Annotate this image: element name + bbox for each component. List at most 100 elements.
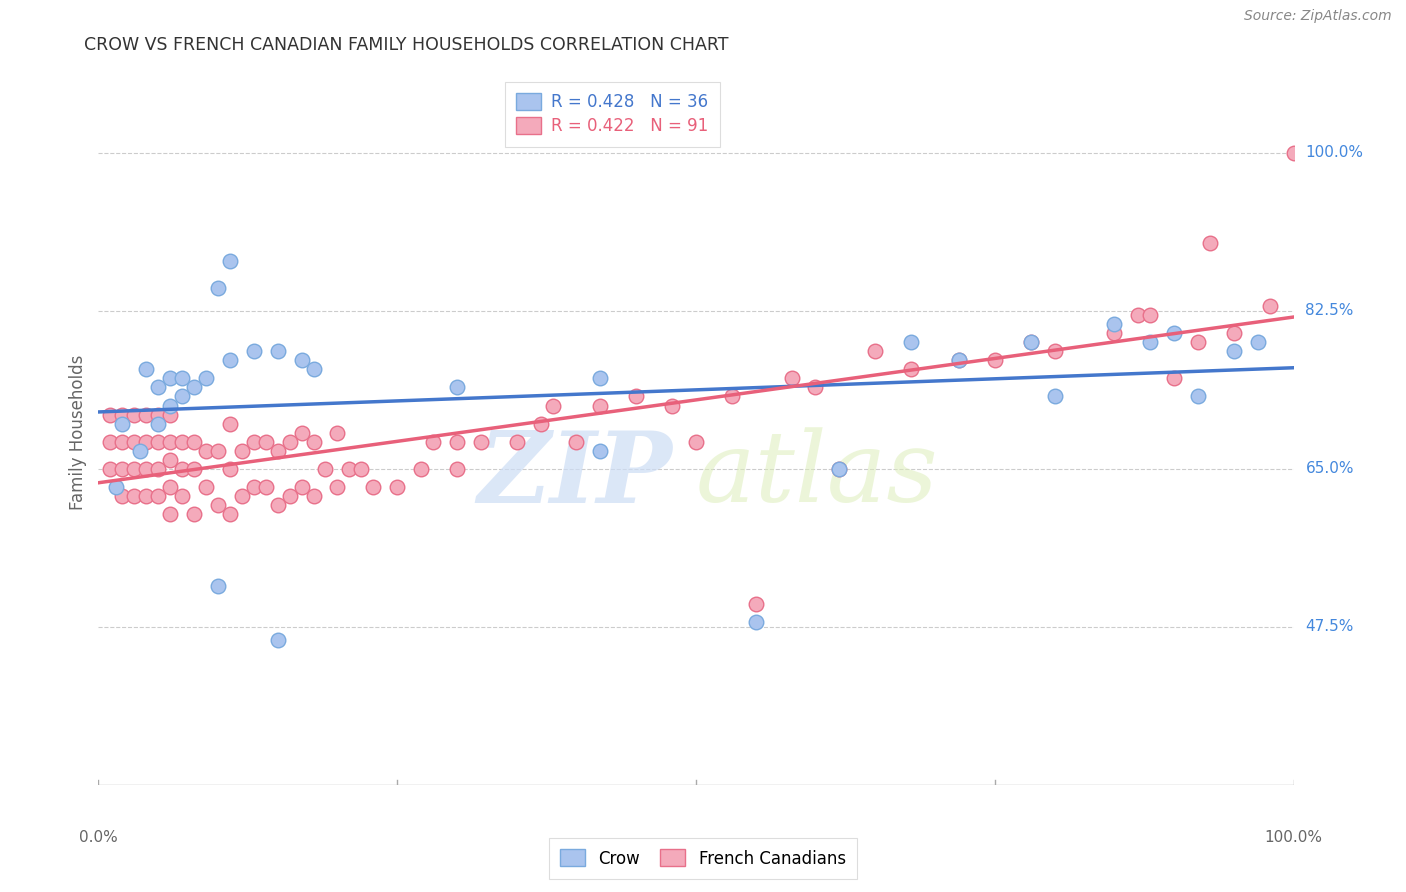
Point bbox=[745, 597, 768, 611]
Point bbox=[111, 489, 134, 503]
Point bbox=[219, 254, 242, 268]
Point bbox=[148, 417, 170, 431]
Point bbox=[159, 480, 181, 494]
Point bbox=[159, 507, 181, 521]
Point bbox=[948, 353, 970, 368]
Point bbox=[111, 434, 134, 449]
Point bbox=[350, 462, 373, 476]
Legend: R = 0.428   N = 36, R = 0.422   N = 91: R = 0.428 N = 36, R = 0.422 N = 91 bbox=[505, 81, 720, 147]
Point bbox=[1223, 344, 1246, 359]
Point bbox=[865, 344, 887, 359]
Point bbox=[124, 489, 146, 503]
Point bbox=[1128, 308, 1150, 322]
Point bbox=[148, 489, 170, 503]
Point bbox=[446, 462, 468, 476]
Point bbox=[111, 462, 134, 476]
Point bbox=[267, 498, 290, 512]
Text: atlas: atlas bbox=[696, 427, 939, 523]
Point bbox=[1282, 145, 1305, 160]
Point bbox=[159, 452, 181, 467]
Point bbox=[207, 443, 229, 458]
Point bbox=[291, 480, 314, 494]
Point bbox=[111, 408, 134, 422]
Point bbox=[315, 462, 337, 476]
Text: 0.0%: 0.0% bbox=[79, 830, 118, 845]
Point bbox=[661, 399, 683, 413]
Point bbox=[302, 362, 325, 376]
Point bbox=[219, 353, 242, 368]
Point bbox=[105, 480, 128, 494]
Point bbox=[721, 389, 744, 403]
Point bbox=[195, 371, 218, 385]
Point bbox=[231, 489, 253, 503]
Point bbox=[98, 434, 122, 449]
Point bbox=[135, 408, 157, 422]
Point bbox=[1187, 389, 1209, 403]
Point bbox=[1043, 389, 1066, 403]
Point bbox=[124, 462, 146, 476]
Legend: Crow, French Canadians: Crow, French Canadians bbox=[548, 838, 858, 880]
Point bbox=[231, 443, 253, 458]
Point bbox=[302, 489, 325, 503]
Point bbox=[243, 434, 266, 449]
Point bbox=[135, 434, 157, 449]
Point bbox=[900, 362, 922, 376]
Point bbox=[172, 434, 194, 449]
Point bbox=[172, 462, 194, 476]
Point bbox=[1104, 317, 1126, 331]
Point bbox=[98, 462, 122, 476]
Point bbox=[124, 434, 146, 449]
Point bbox=[1019, 335, 1042, 350]
Point bbox=[422, 434, 444, 449]
Point bbox=[219, 462, 242, 476]
Point bbox=[148, 380, 170, 394]
Point bbox=[804, 380, 827, 394]
Point bbox=[267, 633, 290, 648]
Point bbox=[278, 489, 301, 503]
Point bbox=[780, 371, 803, 385]
Text: 100.0%: 100.0% bbox=[1306, 145, 1364, 160]
Point bbox=[291, 353, 314, 368]
Point bbox=[172, 389, 194, 403]
Point bbox=[267, 443, 290, 458]
Point bbox=[219, 507, 242, 521]
Point bbox=[183, 507, 205, 521]
Point bbox=[1258, 299, 1281, 313]
Point bbox=[183, 462, 205, 476]
Point bbox=[984, 353, 1007, 368]
Point bbox=[267, 344, 290, 359]
Point bbox=[411, 462, 433, 476]
Point bbox=[339, 462, 361, 476]
Text: 100.0%: 100.0% bbox=[1264, 830, 1323, 845]
Point bbox=[207, 281, 229, 295]
Point bbox=[326, 480, 349, 494]
Point bbox=[124, 408, 146, 422]
Point bbox=[302, 434, 325, 449]
Point bbox=[541, 399, 564, 413]
Point bbox=[135, 489, 157, 503]
Point bbox=[385, 480, 409, 494]
Point bbox=[828, 462, 851, 476]
Point bbox=[1139, 308, 1161, 322]
Point bbox=[98, 408, 122, 422]
Point bbox=[326, 425, 349, 440]
Text: 47.5%: 47.5% bbox=[1306, 619, 1354, 634]
Point bbox=[148, 408, 170, 422]
Point bbox=[129, 443, 152, 458]
Point bbox=[219, 417, 242, 431]
Text: CROW VS FRENCH CANADIAN FAMILY HOUSEHOLDS CORRELATION CHART: CROW VS FRENCH CANADIAN FAMILY HOUSEHOLD… bbox=[84, 36, 728, 54]
Point bbox=[900, 335, 922, 350]
Point bbox=[446, 380, 468, 394]
Point bbox=[111, 417, 134, 431]
Point bbox=[207, 579, 229, 593]
Point bbox=[565, 434, 588, 449]
Point bbox=[446, 434, 468, 449]
Point bbox=[589, 443, 612, 458]
Point bbox=[172, 489, 194, 503]
Point bbox=[135, 462, 157, 476]
Point bbox=[195, 480, 218, 494]
Text: ZIP: ZIP bbox=[477, 426, 672, 523]
Point bbox=[828, 462, 851, 476]
Point bbox=[195, 443, 218, 458]
Point bbox=[685, 434, 707, 449]
